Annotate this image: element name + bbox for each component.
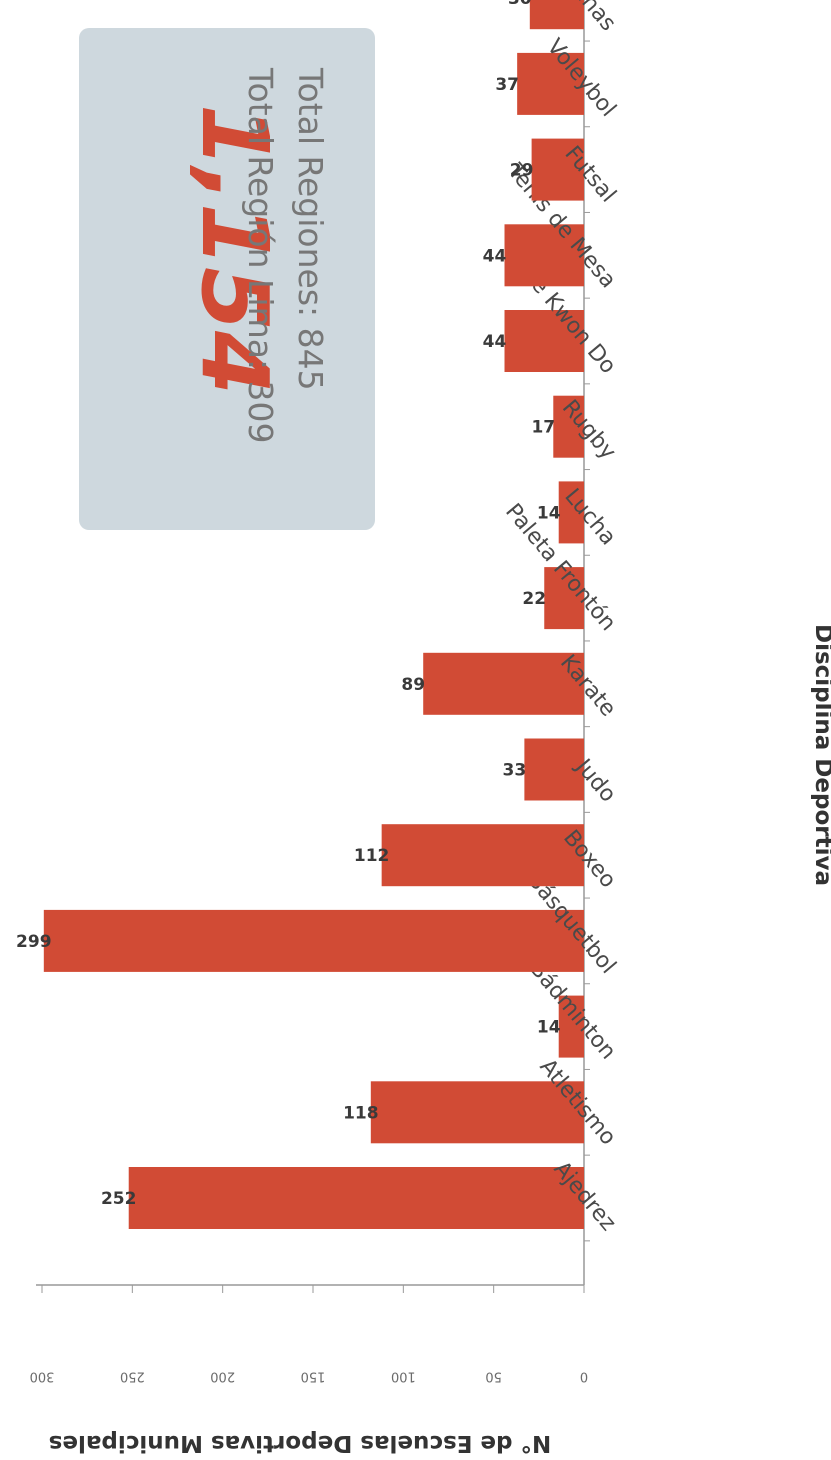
- bar-value-label: 33: [503, 760, 527, 780]
- y-tick-label: 250: [120, 1368, 145, 1383]
- bar-4: [381, 824, 584, 887]
- x-axis-title: Disciplina Deportiva: [810, 624, 831, 886]
- bar-0: [128, 1167, 584, 1229]
- bar-9: [553, 395, 584, 458]
- bar-6: [423, 652, 584, 715]
- y-tick-label: 200: [210, 1368, 235, 1383]
- bar-value-label: 118: [343, 1103, 379, 1123]
- bar-value-label: 299: [16, 932, 52, 952]
- bar-2: [558, 995, 584, 1058]
- y-axis-title: N° de Escuelas Deportivas Municipales: [49, 1430, 552, 1456]
- y-tick-label: 100: [391, 1368, 416, 1383]
- bar-value-label: 44: [483, 332, 507, 352]
- bar-value-label: 17: [531, 418, 555, 438]
- total-regiones: Total Regiones: 845: [291, 67, 330, 391]
- bar-value-label: 37: [495, 75, 519, 95]
- y-tick-label: 300: [30, 1368, 55, 1383]
- y-tick-label: 50: [485, 1368, 502, 1383]
- bar-value-label: 252: [101, 1189, 137, 1209]
- bar-value-label: 14: [537, 503, 561, 523]
- bar-11: [504, 224, 584, 287]
- y-tick-label: 150: [301, 1368, 326, 1383]
- bar-13: [517, 52, 584, 115]
- bar-value-label: 30: [508, 0, 532, 9]
- total-region-lima: Total Región Lima: 309: [241, 67, 280, 444]
- bar-value-label: 29: [510, 161, 534, 181]
- bar-8: [558, 481, 584, 544]
- chart-rotated-group: 1,154 Total Región Lima: 309 Total Regio…: [16, 0, 831, 1383]
- bar-1: [370, 1081, 584, 1144]
- bar-10: [504, 310, 584, 372]
- y-ticks-layer: 0 50 100 150 200 250 300: [30, 1285, 588, 1383]
- bar-7: [544, 567, 584, 630]
- bar-value-label: 112: [354, 846, 390, 866]
- y-tick-label: 0: [580, 1368, 588, 1383]
- bar-value-label: 14: [537, 1018, 561, 1038]
- bar-value-label: 44: [483, 246, 507, 266]
- bar-value-label: 22: [522, 589, 546, 609]
- bar-14: [529, 0, 584, 30]
- bar-5: [524, 738, 584, 801]
- bar-12: [531, 138, 584, 201]
- summary-box: 1,154 Total Región Lima: 309 Total Regio…: [79, 28, 375, 530]
- grand-total: 1,154: [181, 104, 288, 395]
- bar-3: [43, 909, 584, 972]
- summary-box-background: [79, 28, 375, 530]
- bar-value-label: 89: [401, 675, 425, 695]
